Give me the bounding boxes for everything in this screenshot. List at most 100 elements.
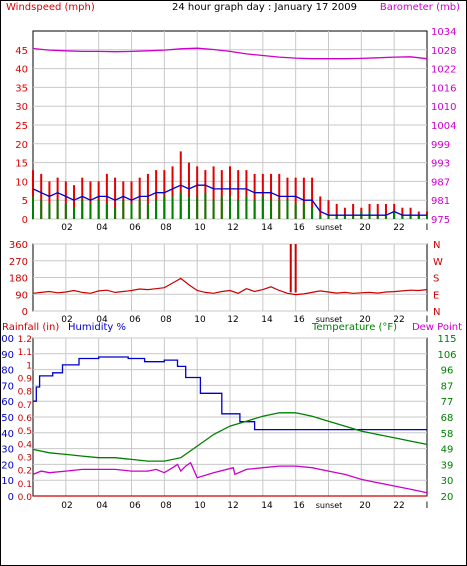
x-tick-label: 20: [359, 315, 371, 325]
humidity-tick-label: 100: [0, 334, 14, 345]
rainfall-tick-label: 0.4: [18, 440, 33, 450]
windspeed-tick-label: 30: [15, 102, 28, 113]
x-tick-label: 10: [194, 501, 206, 511]
x-tick-label: 16: [293, 223, 305, 233]
x-tick-label: 22: [393, 223, 404, 233]
x-tick-label: 12: [227, 223, 238, 233]
x-tick-label: sunset: [316, 223, 343, 232]
x-tick-label: 02: [61, 501, 72, 511]
barometer-tick-label: 1022: [431, 65, 456, 76]
direction-tick-label: 0: [22, 307, 28, 318]
rainfall-tick-label: 1.1: [18, 348, 32, 358]
rainfall-tick-label: 0.9: [18, 375, 33, 385]
windspeed-tick-label: 25: [15, 121, 28, 132]
x-tick-label: sunset: [316, 315, 343, 324]
compass-tick-label: N: [433, 307, 440, 318]
barometer-tick-label: 987: [431, 177, 450, 188]
barometer-tick-label: 1034: [431, 27, 456, 38]
compass-tick-label: E: [433, 290, 439, 301]
x-tick-label: 10: [194, 315, 206, 325]
rainfall-tick-label: 0.1: [18, 480, 32, 490]
windspeed-tick-label: 5: [22, 196, 28, 207]
x-tick-label: 12: [227, 501, 238, 511]
windspeed-tick-label: 35: [15, 83, 28, 94]
x-tick-label: I: [426, 501, 429, 511]
windspeed-axis-label: Windspeed (mph): [6, 2, 95, 13]
humidity-tick-label: 40: [1, 429, 14, 440]
windspeed-tick-label: 20: [15, 140, 28, 151]
humidity-tick-label: 30: [1, 445, 14, 456]
barometer-tick-label: 1016: [431, 83, 456, 94]
x-tick-label: 20: [359, 501, 371, 511]
rainfall-tick-label: 0.8: [18, 388, 33, 398]
x-tick-label: 08: [160, 223, 172, 233]
x-tick-label: 22: [393, 315, 404, 325]
temperature-axis-label: Temperature (°F): [311, 322, 397, 333]
barometer-tick-label: 999: [431, 140, 450, 151]
temperature-tick-label: 30: [441, 476, 454, 487]
temperature-tick-label: 49: [441, 445, 454, 456]
humidity-line: [33, 356, 427, 431]
wind-direction-line: [32, 277, 428, 296]
x-tick-label: 20: [359, 223, 371, 233]
x-tick-label: 14: [261, 501, 273, 511]
rainfall-axis-label: Rainfall (in): [2, 322, 59, 333]
humidity-axis-label: Humidity %: [68, 322, 126, 333]
rainfall-tick-label: 0.0: [18, 493, 33, 503]
humidity-tick-label: 70: [1, 381, 14, 392]
temperature-tick-label: 115: [437, 334, 456, 345]
barometer-line: [32, 47, 428, 60]
x-tick-label: 04: [96, 223, 108, 233]
x-tick-label: 04: [96, 501, 108, 511]
temperature-tick-label: 77: [441, 397, 454, 408]
windspeed-tick-label: 40: [15, 65, 28, 76]
x-tick-label: 12: [227, 315, 238, 325]
compass-tick-label: S: [433, 274, 439, 285]
x-tick-label: 06: [129, 315, 141, 325]
direction-tick-label: 180: [9, 274, 28, 285]
x-tick-label: 16: [293, 501, 305, 511]
temperature-tick-label: 20: [441, 492, 454, 503]
x-tick-label: sunset: [316, 501, 343, 510]
barometer-tick-label: 1028: [431, 46, 456, 57]
temperature-tick-label: 87: [441, 381, 454, 392]
chart-layer: 02 04 06 08 10 12 14 16 sunset 20 22 I0510152025303…: [0, 27, 457, 511]
temperature-tick-label: 96: [441, 366, 454, 377]
x-tick-label: 22: [393, 501, 404, 511]
dewpoint-line: [32, 461, 428, 494]
windspeed-tick-label: 15: [15, 159, 28, 170]
windspeed-tick-label: 45: [15, 46, 28, 57]
temperature-tick-label: 106: [437, 350, 456, 361]
windspeed-tick-label: 10: [15, 177, 28, 188]
x-tick-label: 16: [293, 315, 305, 325]
barometer-tick-label: 1010: [431, 102, 456, 113]
x-tick-label: 08: [160, 501, 172, 511]
temperature-line: [32, 412, 428, 462]
rainfall-tick-label: 0.3: [18, 454, 32, 464]
windspeed-tick-label: 0: [22, 215, 28, 226]
rainfall-tick-label: 0.6: [18, 414, 33, 424]
humidity-tick-label: 0: [8, 492, 14, 503]
humidity-tick-label: 50: [1, 413, 14, 424]
humidity-tick-label: 20: [1, 460, 14, 471]
compass-tick-label: N: [433, 240, 440, 251]
x-tick-label: 06: [129, 501, 141, 511]
barometer-tick-label: 981: [431, 196, 450, 207]
barometer-axis-label: Barometer (mb): [380, 2, 460, 13]
x-tick-label: 02: [61, 315, 72, 325]
rainfall-tick-label: 1: [26, 361, 32, 371]
barometer-tick-label: 1004: [431, 121, 456, 132]
humidity-tick-label: 60: [1, 397, 14, 408]
wind-average-line: [32, 184, 427, 216]
humidity-tick-label: 90: [1, 350, 14, 361]
rainfall-tick-label: 1.2: [18, 335, 32, 345]
x-tick-label: 02: [61, 223, 72, 233]
humidity-tick-label: 80: [1, 366, 14, 377]
x-tick-label: 04: [96, 315, 108, 325]
humidity-tick-label: 10: [1, 476, 14, 487]
chart-title: 24 hour graph day : January 17 2009: [172, 2, 357, 13]
x-tick-label: 10: [194, 223, 206, 233]
rainfall-tick-label: 0.5: [18, 427, 32, 437]
